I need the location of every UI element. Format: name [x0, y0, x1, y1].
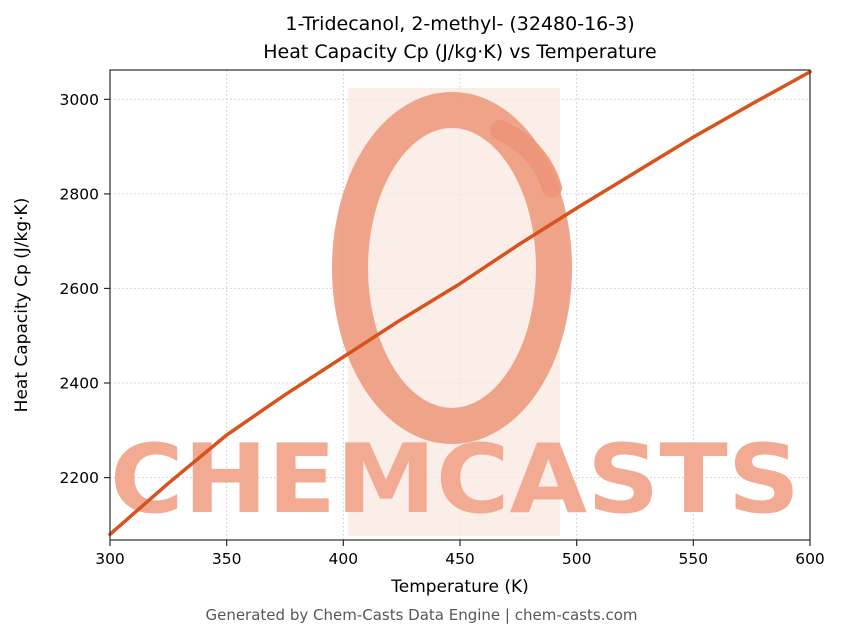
y-axis-label: Heat Capacity Cp (J/kg·K) — [12, 198, 32, 413]
chart-title-line1: 1-Tridecanol, 2-methyl- (32480-16-3) — [285, 13, 635, 35]
x-tick-label: 450 — [445, 550, 475, 568]
y-tick-label: 2400 — [60, 375, 99, 393]
cp-curve — [108, 70, 812, 537]
x-tick-label: 600 — [795, 550, 825, 568]
x-tick-label: 300 — [95, 550, 125, 568]
axis-ticks — [104, 98, 811, 546]
x-tick-label: 350 — [212, 550, 242, 568]
chart-title: 1-Tridecanol, 2-methyl- (32480-16-3) Hea… — [110, 10, 810, 66]
chemcasts-watermark: CHEMCASTS — [110, 88, 800, 536]
x-tick-label: 500 — [562, 550, 592, 568]
x-tick-label: 400 — [329, 550, 359, 568]
y-tick-label: 2600 — [60, 280, 99, 298]
y-tick-label: 2200 — [60, 469, 99, 487]
tick-labels: 300 350 400 450 500 550 600 2200 2400 2600 2800 300… — [60, 91, 825, 568]
x-axis-label: Temperature (K) — [390, 577, 529, 597]
watermark-ring-icon — [332, 92, 572, 444]
watermark-swirl-icon — [490, 120, 562, 198]
grid-lines — [109, 70, 811, 540]
watermark-text: CHEMCASTS — [110, 425, 800, 535]
y-tick-label: 2800 — [60, 185, 99, 203]
x-tick-label: 550 — [679, 550, 709, 568]
chart-title-line2: Heat Capacity Cp (J/kg·K) vs Temperature — [263, 41, 657, 63]
y-tick-label: 3000 — [60, 91, 99, 109]
footer-credit: Generated by Chem-Casts Data Engine | ch… — [205, 606, 638, 624]
